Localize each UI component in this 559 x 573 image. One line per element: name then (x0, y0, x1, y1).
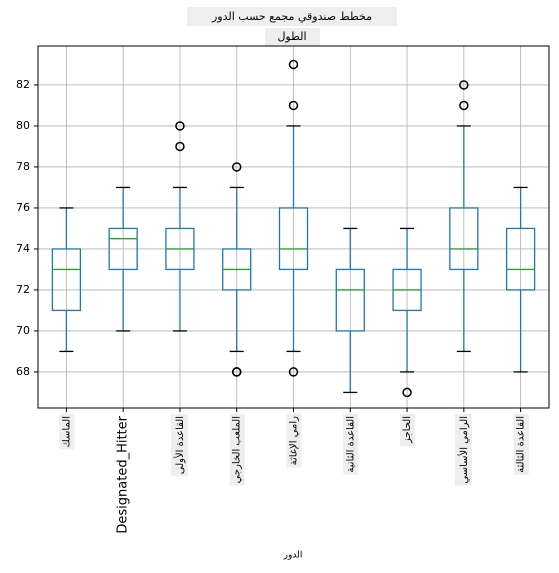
box-group (51, 207, 82, 353)
box-group (335, 227, 365, 394)
x-tick-label: القاعدة الثالثة (516, 416, 527, 473)
box-group (278, 59, 309, 377)
subtitle-bg (265, 28, 320, 46)
outlier (402, 387, 412, 398)
x-tick-label-bg (513, 414, 529, 475)
x-tick-label-bg (286, 413, 302, 468)
box-group (392, 227, 422, 398)
x-tick-label-bg (400, 414, 416, 447)
outlier (175, 141, 185, 152)
box-group (449, 80, 479, 353)
chart-title: مخطط صندوقي مجمع حسب الدور (211, 10, 372, 23)
x-tick-label: Designated_Hitter (116, 415, 131, 533)
box (51, 248, 82, 312)
outlier (459, 80, 469, 90)
x-tick-label: الماسك (61, 416, 72, 447)
x-tick-label-bg (343, 414, 359, 475)
x-tick-label-bg (454, 414, 472, 486)
outlier (288, 59, 299, 70)
y-tick-label: 80 (16, 119, 30, 132)
x-tick-label: الملعب الخارجي (232, 416, 243, 483)
x-tick-label: الحاجز (402, 416, 413, 444)
box (278, 207, 309, 271)
outlier (175, 121, 185, 131)
chart-subtitle: الطول (277, 30, 306, 43)
box (335, 268, 365, 332)
box-group (108, 186, 138, 332)
x-tick-label: القاعدة الثانية (345, 416, 356, 473)
box (449, 207, 479, 271)
box-group (505, 186, 536, 373)
outlier (459, 100, 469, 111)
outlier (288, 367, 299, 377)
outlier (231, 162, 242, 172)
x-tick-label-bg (170, 414, 188, 477)
y-tick-label: 82 (16, 78, 30, 91)
y-tick-label: 70 (16, 324, 30, 337)
x-axis-label: الدور (283, 551, 303, 561)
box-group (165, 121, 195, 332)
x-tick-label: القاعدة الأولى (173, 416, 186, 474)
y-tick-label: 78 (16, 160, 30, 173)
box (108, 227, 138, 271)
y-tick-label: 74 (16, 242, 30, 255)
y-tick-label: 72 (16, 283, 30, 296)
outlier (288, 100, 299, 111)
x-tick-label: الرامي الأساسي (457, 416, 470, 484)
x-tick-label-bg (229, 414, 245, 486)
y-tick-label: 76 (16, 201, 30, 214)
box-group (222, 162, 252, 377)
x-tick-label-bg (59, 414, 75, 450)
y-tick-label: 68 (16, 365, 30, 378)
box (505, 227, 536, 291)
outlier (231, 367, 242, 377)
title-bg (187, 7, 397, 26)
x-tick-label: رامي الإغاثة (289, 416, 300, 466)
